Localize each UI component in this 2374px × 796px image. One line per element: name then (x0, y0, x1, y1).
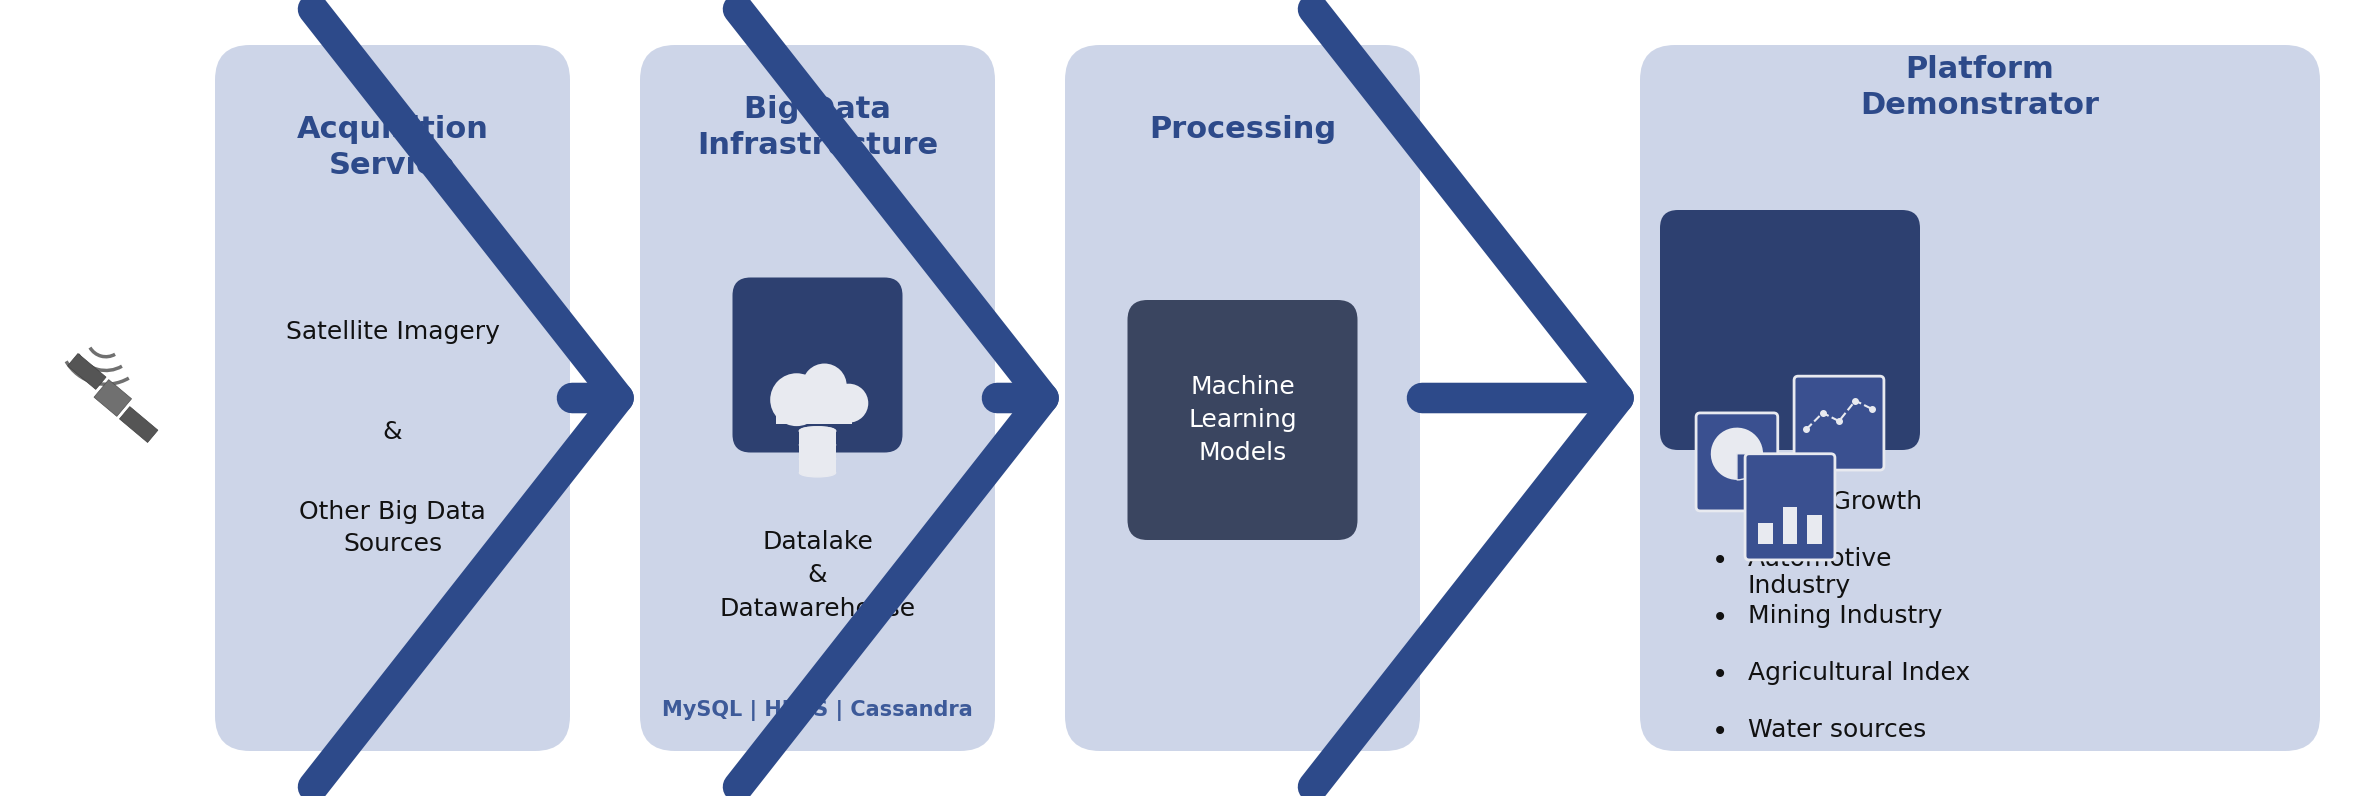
Text: Urban Growth: Urban Growth (1747, 490, 1923, 514)
Text: Machine
Learning
Models: Machine Learning Models (1189, 374, 1296, 466)
Text: •: • (1712, 661, 1728, 689)
Text: Water sources: Water sources (1747, 718, 1925, 742)
FancyBboxPatch shape (1659, 210, 1921, 450)
FancyBboxPatch shape (1640, 45, 2319, 751)
FancyBboxPatch shape (641, 45, 995, 751)
Text: Platform
Demonstrator: Platform Demonstrator (1861, 55, 2099, 120)
Text: Datalake
&
Datawarehouse: Datalake & Datawarehouse (719, 530, 916, 621)
Text: Satellite Imagery: Satellite Imagery (285, 320, 499, 344)
Text: Big Data
Infrastructure: Big Data Infrastructure (698, 95, 938, 160)
Text: Automotive
Industry: Automotive Industry (1747, 547, 1892, 598)
Text: •: • (1712, 547, 1728, 575)
FancyBboxPatch shape (734, 278, 902, 452)
Text: Mining Industry: Mining Industry (1747, 604, 1942, 628)
FancyBboxPatch shape (216, 45, 570, 751)
FancyBboxPatch shape (1128, 300, 1358, 540)
Text: Processing: Processing (1149, 115, 1337, 144)
Text: Other Big Data
Sources: Other Big Data Sources (299, 500, 487, 556)
FancyBboxPatch shape (1066, 45, 1420, 751)
Text: &: & (382, 420, 401, 444)
Text: •: • (1712, 604, 1728, 632)
Text: •: • (1712, 718, 1728, 746)
Text: Agricultural Index: Agricultural Index (1747, 661, 1970, 685)
Text: Acquisition
Service: Acquisition Service (297, 115, 489, 180)
Text: MySQL | HDFS | Cassandra: MySQL | HDFS | Cassandra (662, 700, 973, 721)
Text: •: • (1712, 490, 1728, 518)
